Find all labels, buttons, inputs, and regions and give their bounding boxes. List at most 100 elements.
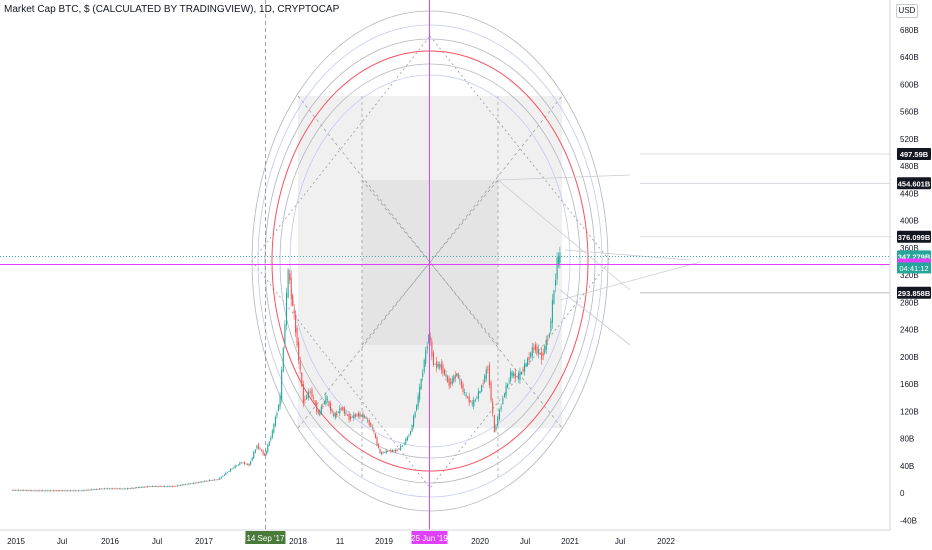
x-marker-badge-bg: [245, 531, 286, 544]
horizontal-levels: [0, 0, 890, 530]
candle-body: [400, 445, 402, 450]
candle-body: [233, 467, 235, 469]
candle-body: [228, 470, 230, 472]
candle-body: [29, 490, 31, 491]
candle-body: [474, 400, 476, 402]
candle-body: [118, 488, 120, 490]
candle-body: [517, 374, 519, 380]
fib-circle: [289, 74, 571, 448]
candle-body: [103, 488, 106, 490]
candle-body: [194, 482, 196, 484]
candle-body: [357, 413, 360, 417]
candle-body: [471, 402, 473, 405]
fib-circle: [251, 10, 609, 512]
y-tick-label: 40B: [900, 462, 914, 471]
candle-body: [43, 490, 45, 492]
candle-body: [513, 373, 515, 377]
candle-body: [122, 488, 124, 490]
x-tick-label: 2017: [195, 537, 213, 546]
y-tick-label: 240B: [900, 326, 919, 335]
candle-body: [24, 490, 26, 491]
candle-body: [351, 416, 353, 418]
candle-body: [19, 490, 21, 492]
x-tick-label: 2019: [375, 537, 393, 546]
candle-body: [450, 381, 452, 385]
candle-body: [432, 352, 435, 365]
candle-body: [247, 463, 249, 465]
candle-body: [416, 405, 418, 411]
candle-body: [390, 449, 392, 452]
candle-series: [11, 246, 561, 492]
y-tick-label: 200B: [900, 353, 919, 362]
candle-body: [140, 487, 143, 488]
candle-body: [125, 488, 127, 490]
price-badge-text: 347.279B: [898, 252, 931, 261]
currency-badge[interactable]: USD: [896, 4, 918, 18]
candle-body: [188, 483, 190, 485]
candle-body: [107, 488, 109, 490]
candle-body: [27, 490, 30, 492]
y-tick-label: 680B: [900, 26, 919, 35]
countdown-badge-bg: [897, 262, 931, 274]
candle-body: [467, 397, 469, 398]
candle-body: [316, 403, 318, 412]
candle-body: [102, 488, 104, 490]
candle-body: [279, 395, 281, 407]
candle-body: [413, 416, 415, 427]
candle-body: [511, 372, 513, 376]
candle-body: [147, 486, 149, 488]
candle-body: [330, 403, 332, 411]
candle-body: [395, 449, 397, 452]
candle-body: [346, 414, 349, 416]
candle-body: [82, 489, 84, 491]
candle-body: [16, 489, 18, 491]
candle-body: [431, 341, 433, 357]
candle-body: [505, 385, 507, 396]
candle-body: [451, 378, 453, 384]
candle-body: [87, 489, 89, 491]
candle-body: [406, 436, 408, 441]
candle-body: [456, 373, 458, 377]
candle-body: [184, 484, 187, 485]
candle-body: [298, 341, 300, 361]
candle-body: [388, 450, 390, 452]
candle-body: [31, 490, 33, 492]
candle-body: [336, 413, 338, 415]
candle-body: [323, 401, 325, 405]
candle-body: [71, 490, 73, 492]
candle-body: [477, 391, 480, 399]
candle-body: [60, 490, 62, 492]
y-tick-label: 480B: [900, 162, 919, 171]
candle-body: [242, 462, 244, 464]
candle-body: [229, 469, 232, 472]
candle-body: [231, 468, 233, 470]
candle-body: [393, 450, 395, 452]
candle-body: [26, 490, 28, 491]
candle-body: [429, 337, 431, 341]
candle-body: [264, 453, 266, 456]
candle-body: [95, 488, 97, 490]
candle-body: [137, 487, 139, 489]
candle-body: [401, 445, 404, 447]
candle-body: [180, 485, 182, 486]
candle-body: [92, 489, 94, 491]
candle-body: [165, 486, 167, 488]
candle-body: [239, 462, 241, 465]
candle-body: [414, 412, 416, 417]
candle-body: [457, 373, 459, 379]
candle-body: [556, 257, 558, 280]
candle-body: [21, 489, 23, 491]
candle-body: [210, 480, 212, 481]
candle-body: [73, 490, 75, 492]
price-badge-bg: [897, 148, 931, 161]
candle-body: [328, 401, 330, 406]
candle-body: [442, 364, 444, 373]
candle-body: [248, 463, 250, 466]
candle-body: [445, 374, 447, 377]
y-tick-label: 640B: [900, 53, 919, 62]
candle-body: [193, 482, 195, 484]
candle-body: [89, 489, 91, 491]
candle-body: [76, 490, 78, 492]
candle-body: [536, 346, 538, 353]
